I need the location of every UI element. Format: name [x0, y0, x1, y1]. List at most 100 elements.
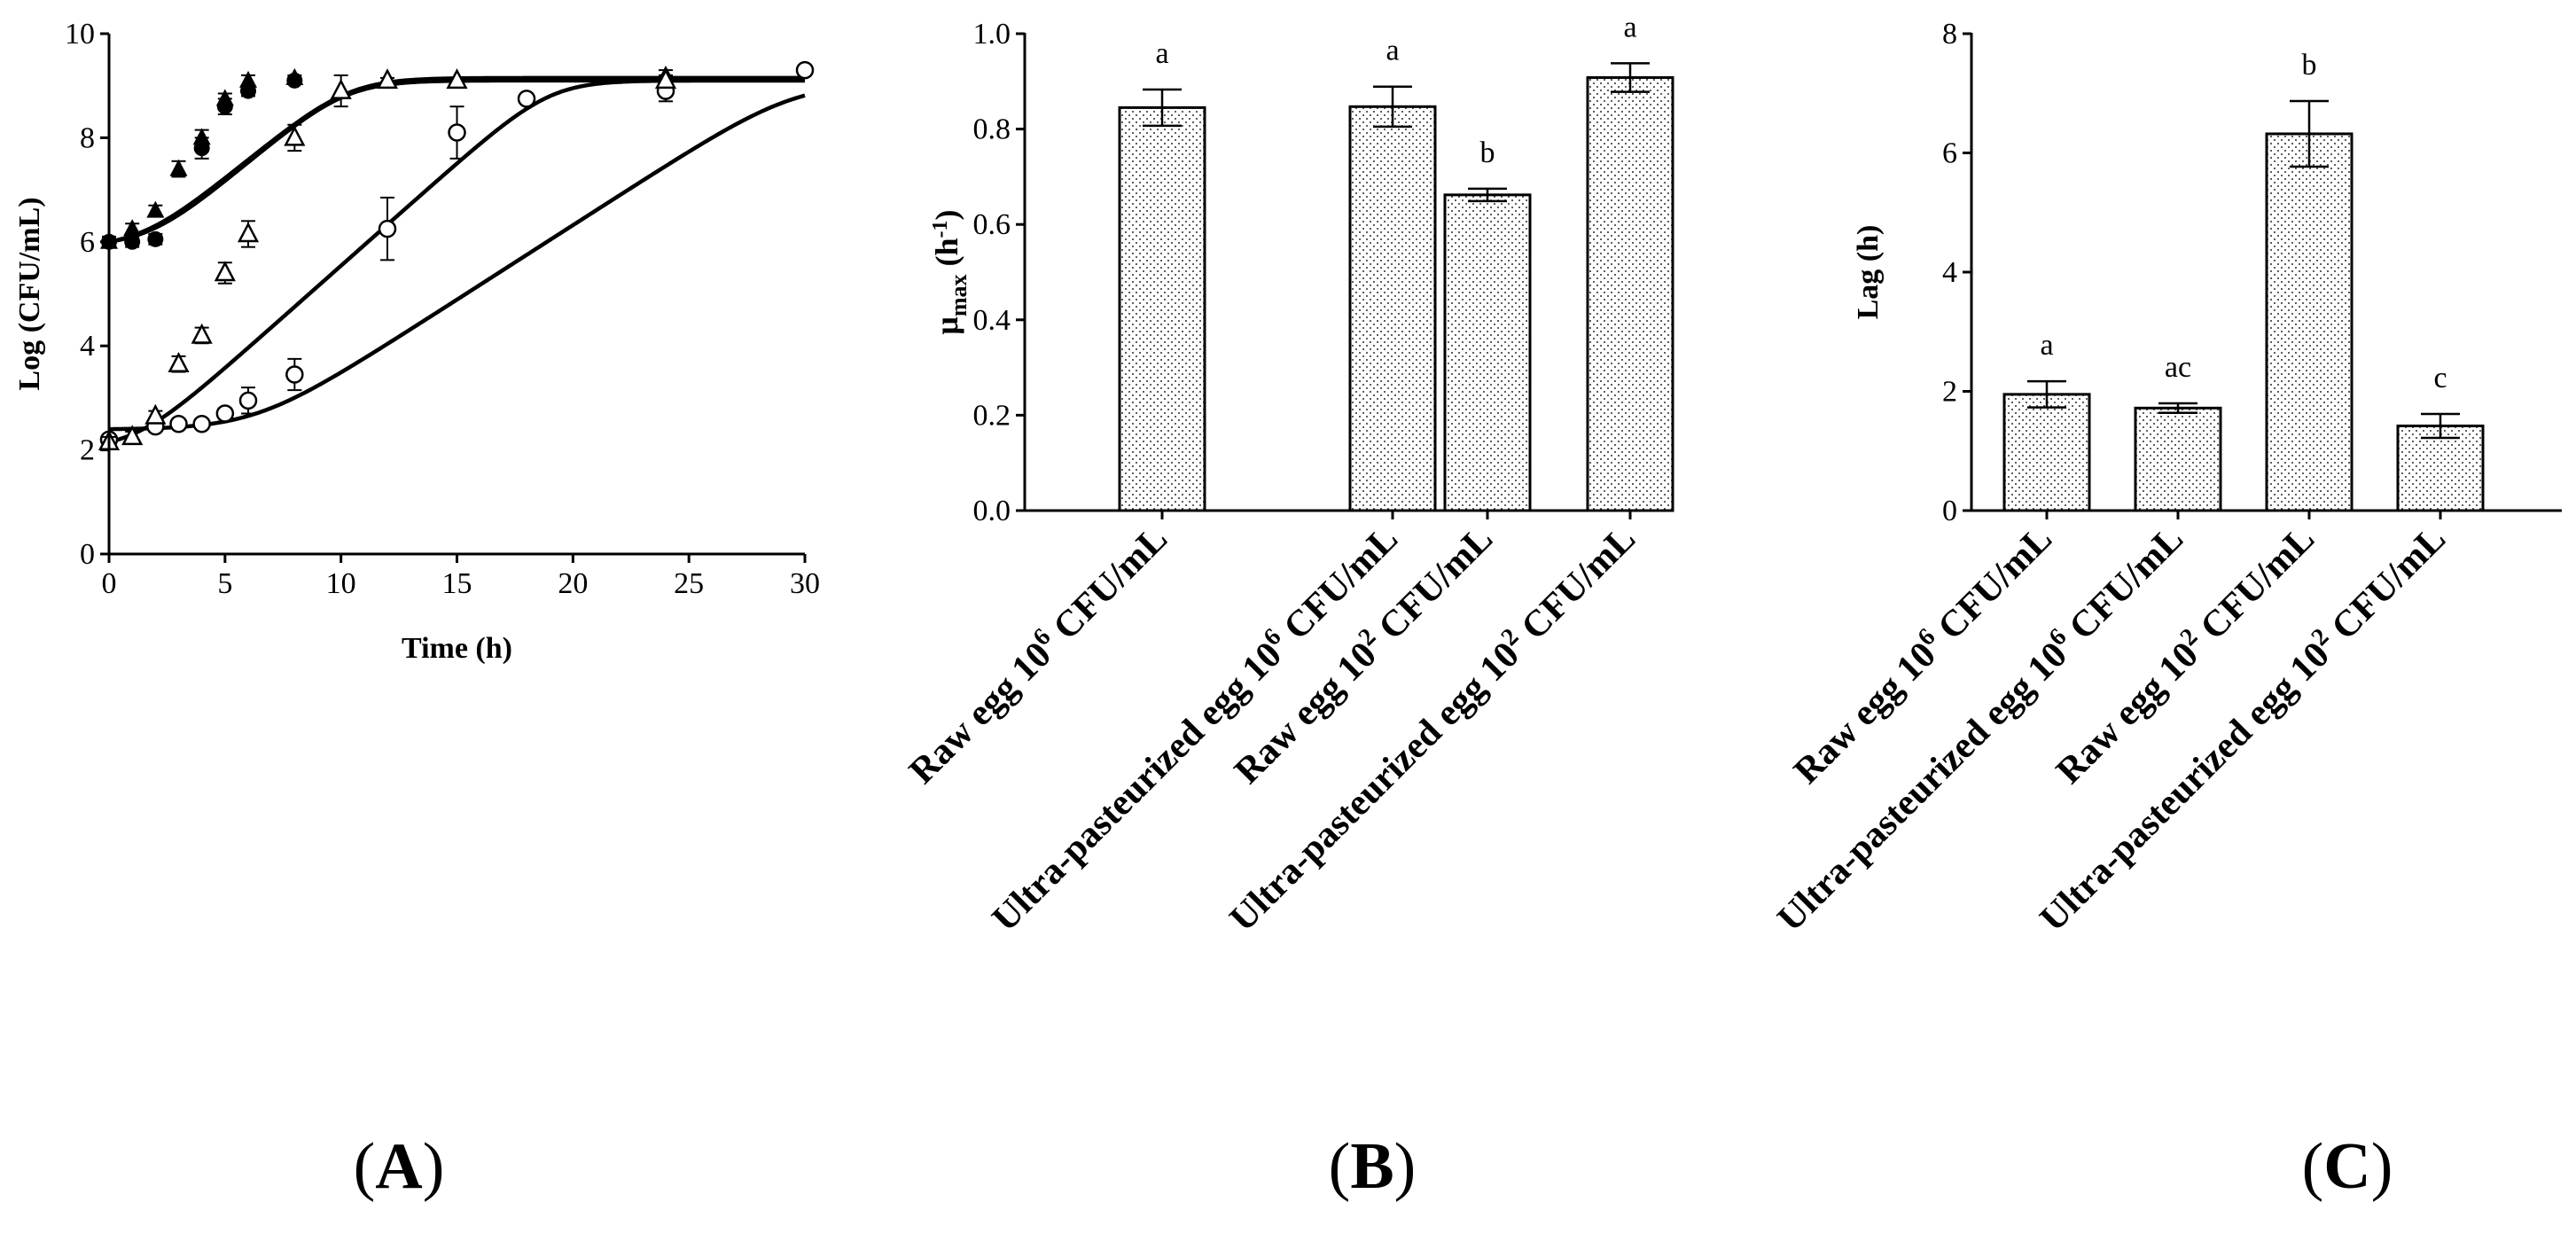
- panel-label-c: (C): [2302, 1130, 2393, 1203]
- data-point-open-circle: [517, 90, 536, 108]
- fit-curve: [108, 78, 805, 444]
- y-tick-label: 2: [1942, 376, 1957, 409]
- x-tick-label: 20: [558, 567, 588, 600]
- data-point-open-circle: [238, 391, 258, 410]
- data-point-open-triangle: [284, 125, 306, 146]
- category-label-base: Raw egg 10: [902, 635, 1059, 792]
- panel-label-b-open: (: [1329, 1130, 1351, 1203]
- y-tick-label: 0.4: [973, 304, 1011, 337]
- panel-b-axes: 0.0 0.2 0.4 0.6 0.8 1.0 Raw egg 106 CFU/mLUltr…: [899, 18, 1652, 940]
- data-point-filled-triangle: [285, 67, 304, 85]
- data-point-filled-triangle: [192, 128, 211, 145]
- panel-label-b-close: ): [1394, 1130, 1417, 1203]
- data-point-open-circle: [378, 219, 397, 238]
- significance-letter: c: [2433, 362, 2447, 394]
- significance-letter: a: [1386, 35, 1399, 67]
- category-label: Raw egg 102 CFU/mL: [2046, 516, 2322, 792]
- y-tick-label: 4: [80, 330, 95, 363]
- y-tick-label: 4: [1942, 256, 1957, 289]
- panel-label-a: (A): [354, 1130, 445, 1203]
- data-point-open-triangle: [168, 352, 190, 372]
- x-tick-label: 15: [442, 567, 472, 600]
- mu-symbol: μ: [929, 316, 964, 334]
- data-point-open-triangle: [654, 68, 677, 90]
- y-tick-label: 0.6: [973, 208, 1011, 241]
- y-tick-label: 8: [1942, 18, 1957, 51]
- y-tick-label: 8: [80, 121, 95, 154]
- panel-label-b-letter: B: [1350, 1130, 1393, 1203]
- bar: [2002, 393, 2091, 512]
- panel-label-c-letter: C: [2323, 1130, 2370, 1203]
- panel-b-bar-chart: a a b a 0.0 0.2 0.4 0.6 0.8 1.0 Raw egg 106 CFU/m…: [899, 11, 1674, 940]
- data-point-open-triangle: [121, 425, 144, 446]
- bar: [1443, 193, 1532, 512]
- panel-b-y-axis-label: μmax (h-1): [929, 209, 972, 334]
- x-tick-label: 5: [217, 567, 232, 600]
- category-label-unit: CFU/mL: [2186, 519, 2322, 655]
- x-tick-label: 25: [674, 567, 704, 600]
- y-tick-label: 0.2: [973, 399, 1011, 432]
- data-point-filled-triangle: [215, 89, 234, 106]
- significance-letter: b: [1480, 137, 1495, 169]
- data-point-open-triangle: [144, 403, 167, 425]
- data-point-filled-triangle: [146, 200, 165, 218]
- data-point-open-circle: [285, 365, 304, 384]
- data-point-open-triangle: [330, 78, 352, 99]
- data-point-open-triangle: [446, 68, 468, 90]
- mu-subscript: max: [946, 274, 972, 316]
- panel-label-b: (B): [1329, 1130, 1417, 1203]
- significance-letter: b: [2302, 49, 2317, 82]
- bar: [1118, 105, 1206, 512]
- fit-curve: [108, 75, 805, 245]
- y-tick-label: 10: [65, 18, 95, 51]
- y-tick-label: 2: [80, 434, 95, 467]
- y-tick-label: 0.0: [973, 495, 1011, 527]
- y-tick-label: 6: [80, 226, 95, 259]
- category-label: Raw egg 106 CFU/mL: [1784, 516, 2060, 792]
- data-point-open-circle: [215, 404, 235, 423]
- panel-label-a-letter: A: [375, 1130, 422, 1203]
- panel-label-a-close: ): [423, 1130, 445, 1203]
- data-point-open-circle: [192, 415, 211, 433]
- y-tick-label: 0.8: [973, 113, 1011, 146]
- panel-a-line-chart: 0 2 4 6 8 10 0 5 10 15 20 25 30 Time (h) Log (CFU/mL…: [13, 18, 820, 665]
- y-tick-label: 0: [80, 538, 95, 571]
- data-point-filled-triangle: [169, 159, 188, 176]
- panel-a-data-points: [98, 60, 815, 451]
- category-label-unit: CFU/mL: [2055, 519, 2191, 655]
- data-point-open-triangle: [376, 68, 399, 90]
- unit-close: ): [929, 209, 964, 220]
- panel-a-axes: 0 2 4 6 8 10 0 5 10 15 20 25 30: [65, 18, 820, 600]
- significance-letter: ac: [2165, 351, 2191, 384]
- y-tick-label: 1.0: [973, 18, 1011, 51]
- category-label: Raw egg 106 CFU/mL: [899, 516, 1175, 792]
- bar: [2265, 132, 2354, 512]
- bar: [2134, 406, 2222, 512]
- unit-exponent: -1: [929, 220, 952, 238]
- category-label-unit: CFU/mL: [1924, 519, 2060, 655]
- data-point-filled-triangle: [239, 70, 257, 88]
- data-point-open-circle: [795, 60, 815, 80]
- category-label-unit: CFU/mL: [1039, 519, 1175, 655]
- bar: [1586, 75, 1674, 512]
- data-point-filled-triangle: [123, 219, 142, 237]
- data-point-filled-circle: [147, 230, 164, 247]
- bar: [1348, 105, 1437, 512]
- panel-a-y-axis-label: Log (CFU/mL): [13, 197, 46, 390]
- panel-c-bars: a ac b c: [2002, 49, 2485, 512]
- panel-a-x-axis-label: Time (h): [402, 632, 512, 665]
- panel-c-y-axis-label: Lag (h): [1852, 225, 1885, 320]
- data-point-open-triangle: [191, 323, 213, 344]
- panel-b-bars: a a b a: [1118, 11, 1674, 512]
- x-tick-label: 0: [102, 567, 117, 600]
- category-label: Ultra-pasteurized egg 106 CFU/mL: [982, 516, 1406, 940]
- significance-letter: a: [1623, 11, 1636, 43]
- data-point-filled-circle: [124, 233, 141, 250]
- y-tick-label: 6: [1942, 137, 1957, 170]
- data-point-open-triangle: [214, 261, 236, 282]
- panel-label-a-open: (: [354, 1130, 376, 1203]
- data-point-open-circle: [448, 123, 466, 142]
- significance-letter: a: [2040, 329, 2053, 362]
